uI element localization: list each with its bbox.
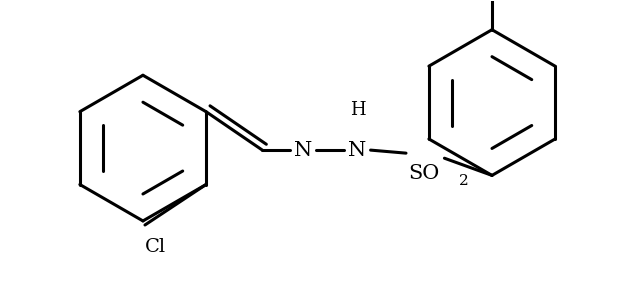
- Text: N: N: [294, 140, 312, 160]
- Text: N: N: [348, 140, 367, 160]
- Text: H: H: [349, 101, 365, 119]
- Text: 2: 2: [459, 175, 469, 189]
- Text: Cl: Cl: [145, 238, 166, 256]
- Text: SO: SO: [408, 164, 439, 183]
